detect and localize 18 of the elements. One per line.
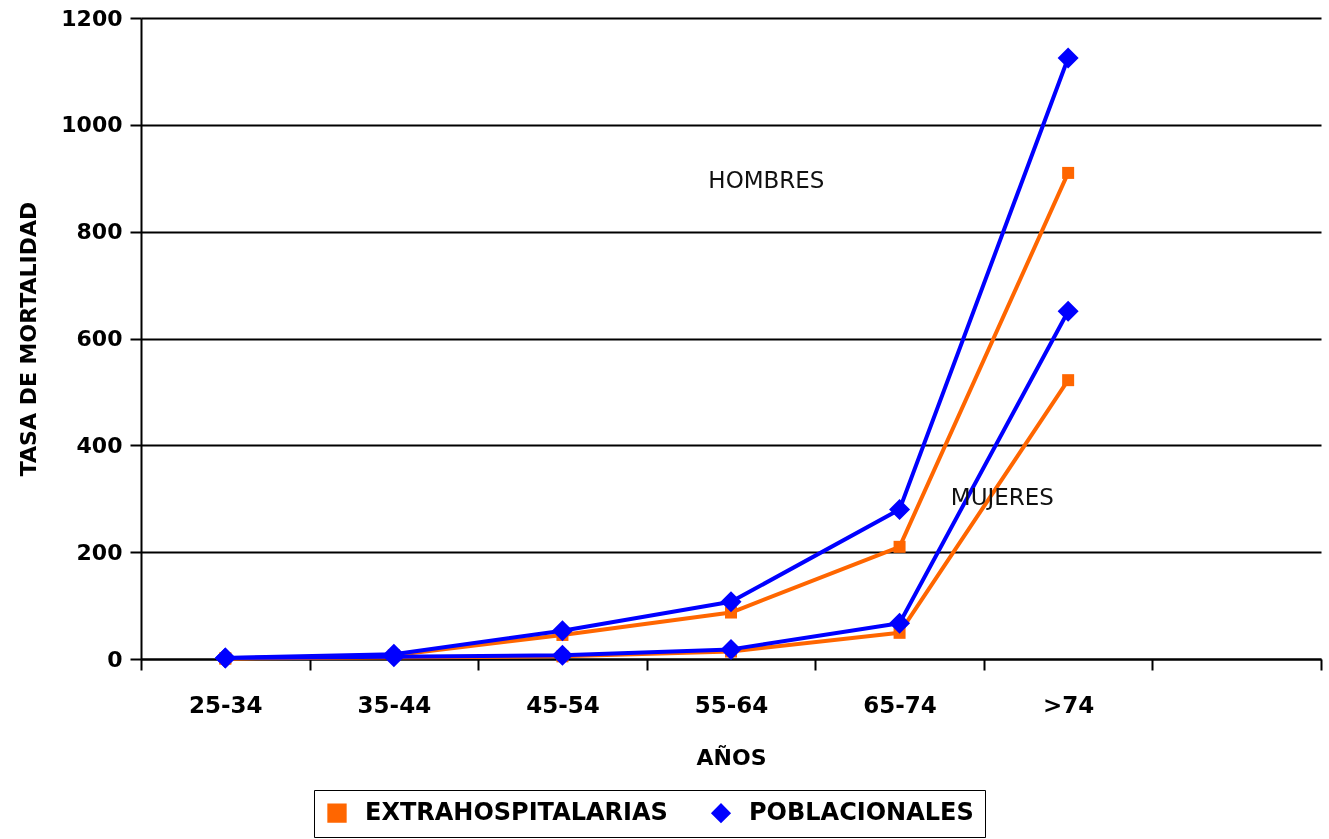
x-tick-label: 45-54 (526, 691, 600, 718)
y-tick-label: 1000 (61, 112, 123, 138)
y-tick-label: 600 (76, 326, 123, 351)
annotation: HOMBRES (708, 167, 825, 194)
y-tick-label: 400 (76, 432, 123, 458)
x-tick-label: 55-64 (694, 691, 769, 718)
y-tick-label: 1200 (61, 5, 123, 31)
legend-label: POBLACIONALES (749, 798, 974, 827)
x-axis-title: AÑOS (696, 744, 767, 770)
y-tick-label: 800 (76, 219, 123, 245)
x-tick-label: 35-44 (357, 691, 432, 718)
legend-label: EXTRAHOSPITALARIAS (365, 798, 668, 827)
x-tick-label: >74 (1043, 691, 1095, 718)
y-tick-label: 0 (107, 646, 123, 672)
x-tick-label: 65-74 (863, 691, 937, 718)
y-axis-title: TASA DE MORTALIDAD (16, 201, 42, 477)
x-tick-label: 25-34 (189, 691, 263, 718)
y-tick-label: 200 (76, 539, 123, 565)
